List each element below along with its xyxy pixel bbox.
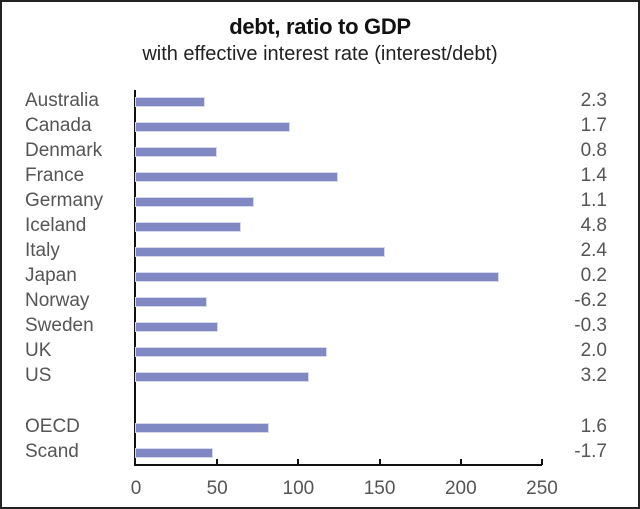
interest-rate-label: 1.4	[580, 165, 607, 186]
bar	[136, 449, 212, 457]
x-tick-label: 250	[526, 478, 558, 499]
x-tick-label: 0	[130, 478, 142, 499]
category-label: UK	[25, 340, 52, 361]
bar	[136, 98, 204, 106]
category-label: France	[25, 165, 85, 186]
category-label: US	[25, 365, 52, 386]
chart-subtitle: with effective interest rate (interest/d…	[142, 43, 498, 65]
x-tick	[216, 459, 219, 465]
bar	[136, 323, 217, 331]
x-tick	[541, 459, 543, 465]
bar	[136, 173, 337, 181]
category-label: OECD	[25, 416, 80, 437]
category-label: Germany	[25, 190, 104, 211]
bar	[136, 348, 326, 356]
bar	[136, 273, 498, 281]
category-label: Italy	[25, 240, 60, 261]
interest-rate-label: -6.2	[574, 290, 607, 311]
x-tick	[378, 459, 381, 465]
interest-rate-label: 3.2	[580, 365, 607, 386]
chart-title: debt, ratio to GDP	[229, 14, 411, 39]
category-label: Norway	[25, 290, 90, 311]
interest-rate-label: 1.1	[580, 190, 607, 211]
interest-rate-label: 2.4	[580, 240, 607, 261]
category-label: Japan	[25, 265, 77, 286]
bar	[136, 148, 216, 156]
interest-rate-label: 0.2	[580, 265, 607, 286]
category-label: Sweden	[25, 315, 94, 336]
x-tick-label: 150	[363, 478, 396, 499]
interest-rate-label: -0.3	[574, 315, 607, 336]
interest-rate-label: -1.7	[574, 441, 607, 462]
interest-rate-label: 4.8	[580, 215, 607, 236]
interest-rate-label: 1.7	[580, 115, 607, 136]
interest-rate-label: 2.0	[580, 340, 607, 361]
category-label: Canada	[25, 115, 92, 136]
bar	[136, 198, 253, 206]
interest-rate-label: 0.8	[580, 140, 607, 161]
category-label: Scand	[25, 441, 79, 462]
x-tick-label: 200	[444, 478, 477, 499]
y-axis-line	[134, 90, 136, 465]
bar	[136, 123, 289, 131]
interest-rate-label: 2.3	[580, 90, 607, 111]
bar	[136, 298, 206, 306]
bar	[136, 424, 268, 432]
x-tick	[297, 459, 300, 465]
bar	[136, 248, 384, 256]
category-label: Denmark	[25, 140, 103, 161]
x-tick	[459, 459, 462, 465]
interest-rate-label: 1.6	[580, 416, 607, 437]
x-tick-label: 50	[206, 478, 228, 499]
bar	[136, 373, 308, 381]
category-label: Iceland	[25, 215, 87, 236]
category-label: Australia	[25, 90, 99, 111]
x-axis-line	[134, 464, 542, 466]
bar	[136, 223, 240, 231]
x-tick-label: 100	[282, 478, 315, 499]
